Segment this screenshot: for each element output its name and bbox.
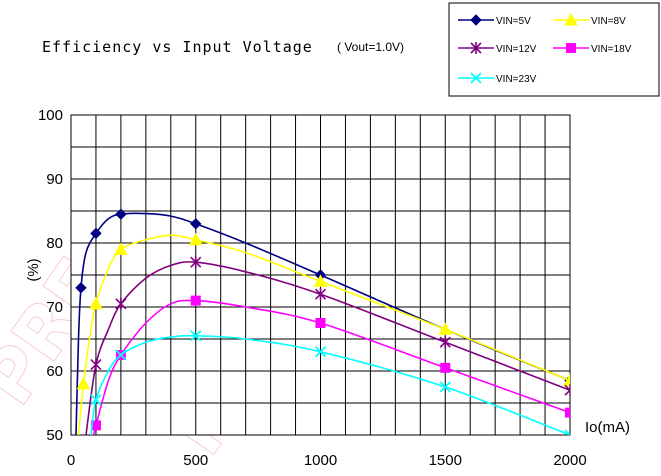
data-point — [564, 384, 570, 397]
series-line — [85, 261, 570, 435]
data-point — [90, 358, 102, 371]
data-point — [314, 288, 327, 301]
data-point — [190, 295, 201, 306]
y-tick-label: 70 — [46, 299, 63, 316]
data-point — [563, 373, 570, 387]
x-tick-label: 500 — [183, 452, 208, 469]
axis-ticks: 0 500 1000 1500 2000 50 60 70 80 90 100 — [38, 107, 587, 469]
x-axis-label: Io(mA) — [585, 419, 630, 436]
legend-item: VIN=12V — [458, 42, 537, 55]
y-tick-label: 80 — [46, 235, 63, 252]
legend-label: VIN=5V — [496, 16, 531, 27]
legend-marker — [470, 14, 482, 26]
x-tick-label: 0 — [67, 452, 75, 469]
data-point — [314, 346, 327, 358]
data-point — [439, 381, 451, 393]
series-vin-8v — [76, 232, 570, 435]
data-point — [313, 274, 328, 287]
x-tick-label: 1000 — [304, 452, 337, 469]
data-point — [76, 376, 91, 390]
legend-label: VIN=12V — [496, 44, 537, 55]
series-layer — [75, 208, 570, 435]
series-vin-23v — [90, 330, 570, 435]
y-tick-label: 60 — [46, 363, 63, 380]
y-tick-label: 50 — [46, 427, 63, 444]
legend-marker — [470, 72, 482, 84]
data-point — [90, 227, 102, 240]
data-point — [75, 282, 87, 294]
legend-label: VIN=23V — [496, 74, 537, 85]
legend: VIN=5V VIN=8V VIN=12V VIN=18V VIN=23V — [448, 2, 660, 97]
chart-title: Efficiency vs Input Voltage — [42, 38, 313, 56]
series-vin-5v — [75, 208, 570, 435]
data-point — [115, 349, 127, 361]
legend-marker — [470, 42, 482, 54]
data-point — [315, 318, 326, 328]
series-line — [77, 234, 570, 435]
data-point — [188, 232, 203, 246]
legend-label: VIN=8V — [591, 16, 626, 27]
series-line — [92, 299, 570, 435]
grid-lines — [71, 115, 570, 435]
data-point — [114, 242, 128, 255]
data-point — [190, 330, 202, 342]
x-tick-label: 2000 — [553, 452, 586, 469]
legend-label: VIN=18V — [591, 44, 632, 55]
legend-marker — [566, 43, 576, 53]
legend-marker — [564, 12, 578, 26]
legend-item: VIN=8V — [553, 12, 626, 27]
series-line — [90, 334, 570, 435]
data-point — [565, 407, 570, 418]
data-point — [564, 429, 570, 435]
data-point — [190, 218, 202, 230]
legend-item: VIN=5V — [458, 14, 531, 27]
legend-item: VIN=23V — [458, 72, 537, 85]
x-tick-label: 1500 — [429, 452, 462, 469]
data-point — [440, 362, 451, 373]
data-point — [439, 336, 451, 349]
chart-subtitle: ( Vout=1.0V) — [337, 40, 404, 54]
legend-item: VIN=18V — [553, 43, 632, 55]
y-axis-label: (%) — [25, 258, 42, 281]
legend-box — [448, 2, 660, 97]
data-point — [190, 256, 202, 269]
data-point — [438, 322, 453, 335]
series-vin-12v — [85, 256, 570, 435]
data-point — [115, 297, 127, 310]
y-tick-label: 90 — [46, 171, 63, 188]
data-point — [115, 208, 127, 220]
data-point — [89, 296, 103, 310]
y-tick-label: 100 — [38, 107, 63, 124]
data-point — [90, 394, 102, 406]
